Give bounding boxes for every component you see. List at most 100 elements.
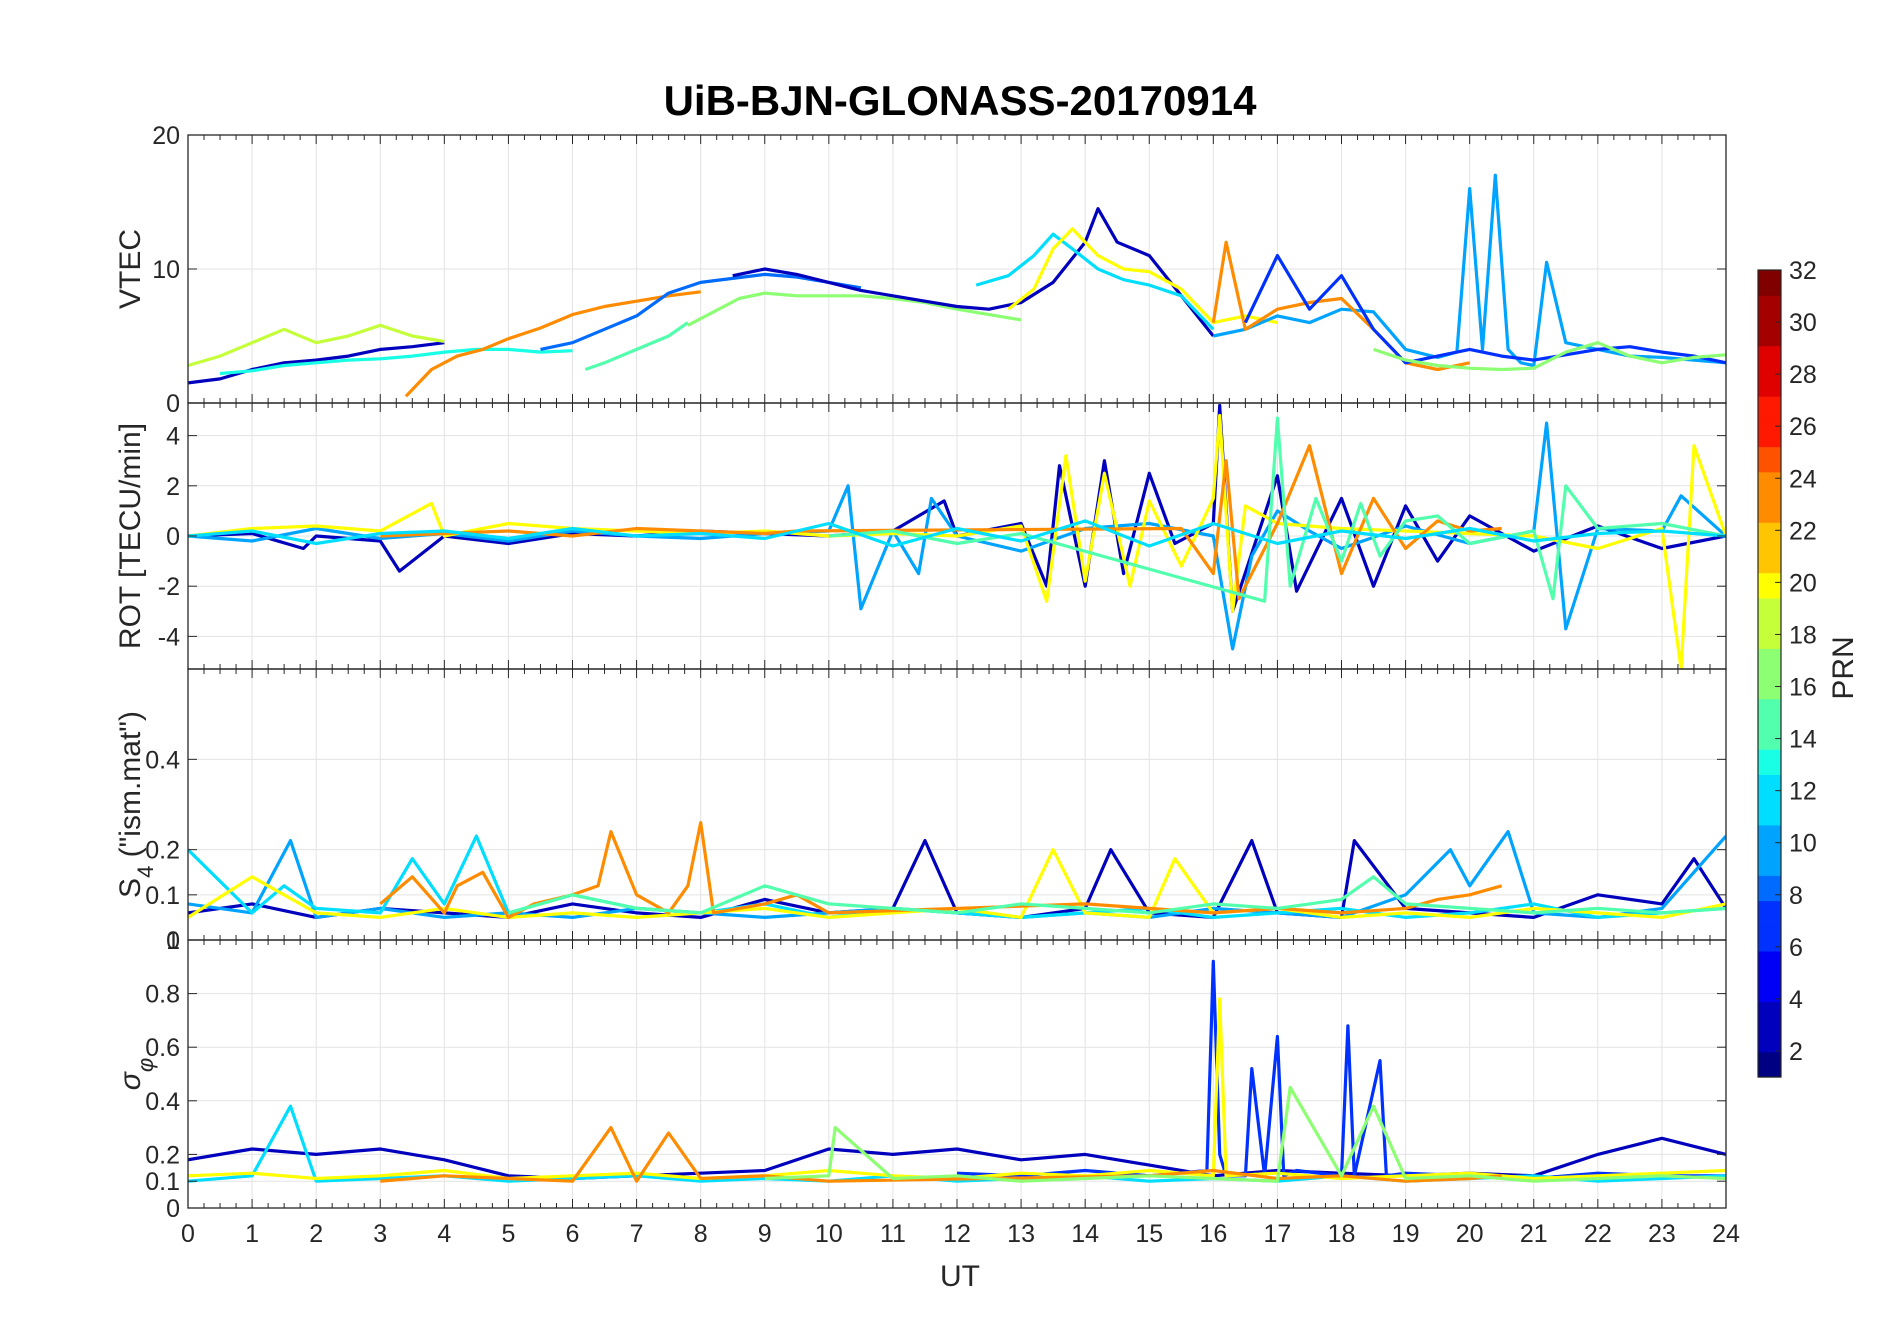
colorbar-band bbox=[1758, 850, 1781, 876]
y-tick-label: 0.1 bbox=[145, 1168, 180, 1196]
colorbar-tick-label: 32 bbox=[1789, 257, 1817, 285]
colorbar-tick-label: 16 bbox=[1789, 674, 1817, 702]
colorbar-band bbox=[1758, 774, 1781, 801]
x-tick-label: 15 bbox=[1135, 1220, 1163, 1248]
series-line bbox=[732, 207, 1215, 337]
colorbar-band bbox=[1758, 623, 1781, 649]
colorbar-tick-label: 4 bbox=[1789, 986, 1803, 1014]
series-line bbox=[188, 997, 1726, 1181]
colorbar-tick-label: 18 bbox=[1789, 621, 1817, 649]
series-line bbox=[584, 321, 689, 372]
series-group bbox=[188, 173, 1726, 398]
colorbar-band bbox=[1758, 1026, 1781, 1053]
y-axis-label: ROT [TECU/min] bbox=[114, 423, 147, 649]
series-line bbox=[188, 519, 1726, 548]
colorbar-tick-label: 8 bbox=[1789, 882, 1803, 910]
x-tick-label: 19 bbox=[1392, 1220, 1420, 1248]
colorbar-band bbox=[1758, 522, 1781, 549]
series-line bbox=[828, 416, 1726, 603]
x-tick-label: 18 bbox=[1328, 1220, 1356, 1248]
colorbar-tick-label: 14 bbox=[1789, 726, 1817, 754]
y-tick-label: 1 bbox=[166, 927, 180, 955]
x-tick-label: 4 bbox=[437, 1220, 451, 1248]
x-tick-label: 0 bbox=[181, 1220, 195, 1248]
panel-2: -4 -2 0 2 4 ROT [TECU/min] bbox=[114, 402, 1727, 670]
x-axis-label: UT bbox=[940, 1260, 980, 1293]
colorbar-band bbox=[1758, 295, 1781, 322]
colorbar-band bbox=[1758, 824, 1781, 851]
x-tick-label: 17 bbox=[1264, 1220, 1292, 1248]
colorbar-tick-label: 30 bbox=[1789, 309, 1817, 337]
series-line bbox=[404, 290, 701, 398]
series-line bbox=[1243, 254, 1726, 365]
colorbar-band bbox=[1758, 1051, 1781, 1078]
colorbar-tick-label: 20 bbox=[1789, 569, 1817, 597]
y-tick-label: 10 bbox=[152, 256, 180, 284]
x-tick-label: 23 bbox=[1648, 1220, 1676, 1248]
colorbar-band bbox=[1758, 345, 1781, 372]
y-tick-label: -2 bbox=[158, 573, 180, 601]
colorbar-band bbox=[1758, 370, 1781, 397]
x-tick-label: 5 bbox=[501, 1220, 515, 1248]
colorbar-band bbox=[1758, 320, 1781, 347]
x-tick-label: 20 bbox=[1456, 1220, 1484, 1248]
colorbar-tick-label: 24 bbox=[1789, 465, 1817, 493]
figure-title: UiB-BJN-GLONASS-20170914 bbox=[664, 77, 1258, 124]
series-line bbox=[380, 444, 1502, 601]
colorbar-frame bbox=[1757, 269, 1782, 1078]
x-tick-label: 22 bbox=[1584, 1220, 1612, 1248]
y-tick-label: 0.6 bbox=[145, 1034, 180, 1062]
series-line bbox=[188, 413, 1726, 669]
x-tick-label: 21 bbox=[1520, 1220, 1548, 1248]
y-tick-label: 2 bbox=[166, 473, 180, 501]
x-tick-label: 12 bbox=[943, 1220, 971, 1248]
x-tick-label: 8 bbox=[694, 1220, 708, 1248]
y-tick-label: 0.4 bbox=[145, 1088, 180, 1116]
series-group bbox=[188, 959, 1726, 1183]
colorbar-tick-label: 28 bbox=[1789, 361, 1817, 389]
colorbar-band bbox=[1758, 648, 1781, 675]
colorbar-band bbox=[1758, 270, 1781, 296]
series-line bbox=[1212, 173, 1726, 368]
colorbar-band bbox=[1758, 572, 1781, 599]
x-tick-label: 14 bbox=[1071, 1220, 1099, 1248]
colorbar-band bbox=[1758, 925, 1781, 952]
panel-4: 00.10.20.40.60.810 1 2 3 4 5 6 7 8 9 10 11 12 13 14 15 1… bbox=[114, 927, 1740, 1248]
series-line bbox=[379, 820, 1503, 920]
colorbar-tick-label: 22 bbox=[1789, 517, 1817, 545]
colorbar-band bbox=[1758, 950, 1781, 977]
x-tick-label: 11 bbox=[880, 1220, 906, 1248]
x-tick-label: 3 bbox=[373, 1220, 387, 1248]
x-tick-label: 9 bbox=[758, 1220, 772, 1248]
colorbar-tick-label: 6 bbox=[1789, 934, 1803, 962]
series-line bbox=[1372, 341, 1726, 372]
colorbar-band bbox=[1758, 496, 1781, 523]
colorbar-band bbox=[1758, 875, 1781, 902]
y-axis-label: VTEC bbox=[114, 229, 147, 309]
colorbar-label: PRN bbox=[1827, 636, 1860, 699]
colorbar-band bbox=[1758, 446, 1781, 473]
series-line bbox=[975, 232, 1215, 331]
panel-1: 0 10 20 VTEC bbox=[114, 122, 1727, 418]
y-tick-label: 0 bbox=[166, 390, 180, 418]
colorbar-band bbox=[1758, 471, 1781, 498]
x-tick-label: 13 bbox=[1007, 1220, 1035, 1248]
x-tick-label: 16 bbox=[1199, 1220, 1227, 1248]
x-tick-label: 2 bbox=[309, 1220, 323, 1248]
colorbar-tick-label: 2 bbox=[1789, 1038, 1803, 1066]
colorbar-tick-label: 12 bbox=[1789, 778, 1817, 806]
series-group bbox=[188, 820, 1726, 920]
colorbar-band bbox=[1758, 396, 1781, 422]
colorbar-tick-label: 26 bbox=[1789, 413, 1817, 441]
colorbar-tick-label: 10 bbox=[1789, 830, 1817, 858]
colorbar-band bbox=[1758, 976, 1781, 1002]
series-line bbox=[380, 1125, 1502, 1183]
y-tick-label: 0 bbox=[166, 523, 180, 551]
colorbar-band bbox=[1758, 673, 1781, 700]
series-line bbox=[188, 323, 445, 368]
y-tick-label: 0 bbox=[166, 927, 180, 955]
y-tick-label: 0.2 bbox=[145, 1141, 180, 1169]
